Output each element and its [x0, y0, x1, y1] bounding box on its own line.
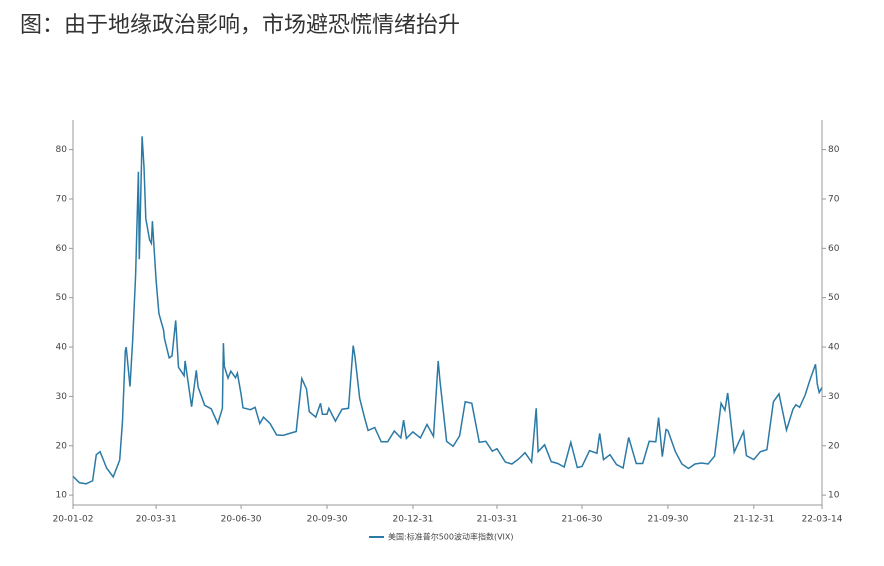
- x-tick-label: 21-03-31: [477, 515, 518, 525]
- y2-tick-label: 20: [828, 441, 840, 451]
- x-tick-label: 21-09-30: [647, 515, 688, 525]
- y-tick-label: 60: [56, 244, 68, 254]
- y-tick-label: 20: [56, 441, 68, 451]
- chart-title: 图：由于地缘政治影响，市场避恐慌情绪抬升: [20, 13, 460, 38]
- y-tick-label: 30: [56, 392, 68, 402]
- x-tick-label: 22-03-14: [802, 515, 843, 525]
- y2-tick-label: 80: [828, 145, 840, 155]
- y2-tick-label: 40: [828, 343, 840, 353]
- x-tick-label: 20-03-31: [136, 515, 177, 525]
- y-tick-label: 80: [56, 145, 68, 155]
- x-tick-label: 21-12-31: [733, 515, 774, 525]
- y-tick-label: 40: [56, 343, 68, 353]
- x-tick-label: 20-12-31: [393, 515, 434, 525]
- y2-tick-label: 60: [828, 244, 840, 254]
- y2-tick-label: 30: [828, 392, 840, 402]
- line: [72, 136, 823, 485]
- y-tick-label: 10: [56, 491, 68, 501]
- x-tick-label: 20-01-02: [53, 515, 94, 525]
- y2-tick-label: 10: [828, 491, 840, 501]
- x-tick-label: 21-06-30: [562, 515, 603, 525]
- x-tick-label: 20-06-30: [221, 515, 262, 525]
- y-tick-label: 70: [56, 194, 68, 204]
- legend-label: 美国:标准普尔500波动率指数(VIX): [388, 532, 514, 542]
- x-tick-label: 20-09-30: [307, 515, 348, 525]
- y-tick-label: 50: [56, 293, 68, 303]
- y2-tick-label: 50: [828, 293, 840, 303]
- y2-tick-label: 70: [828, 194, 840, 204]
